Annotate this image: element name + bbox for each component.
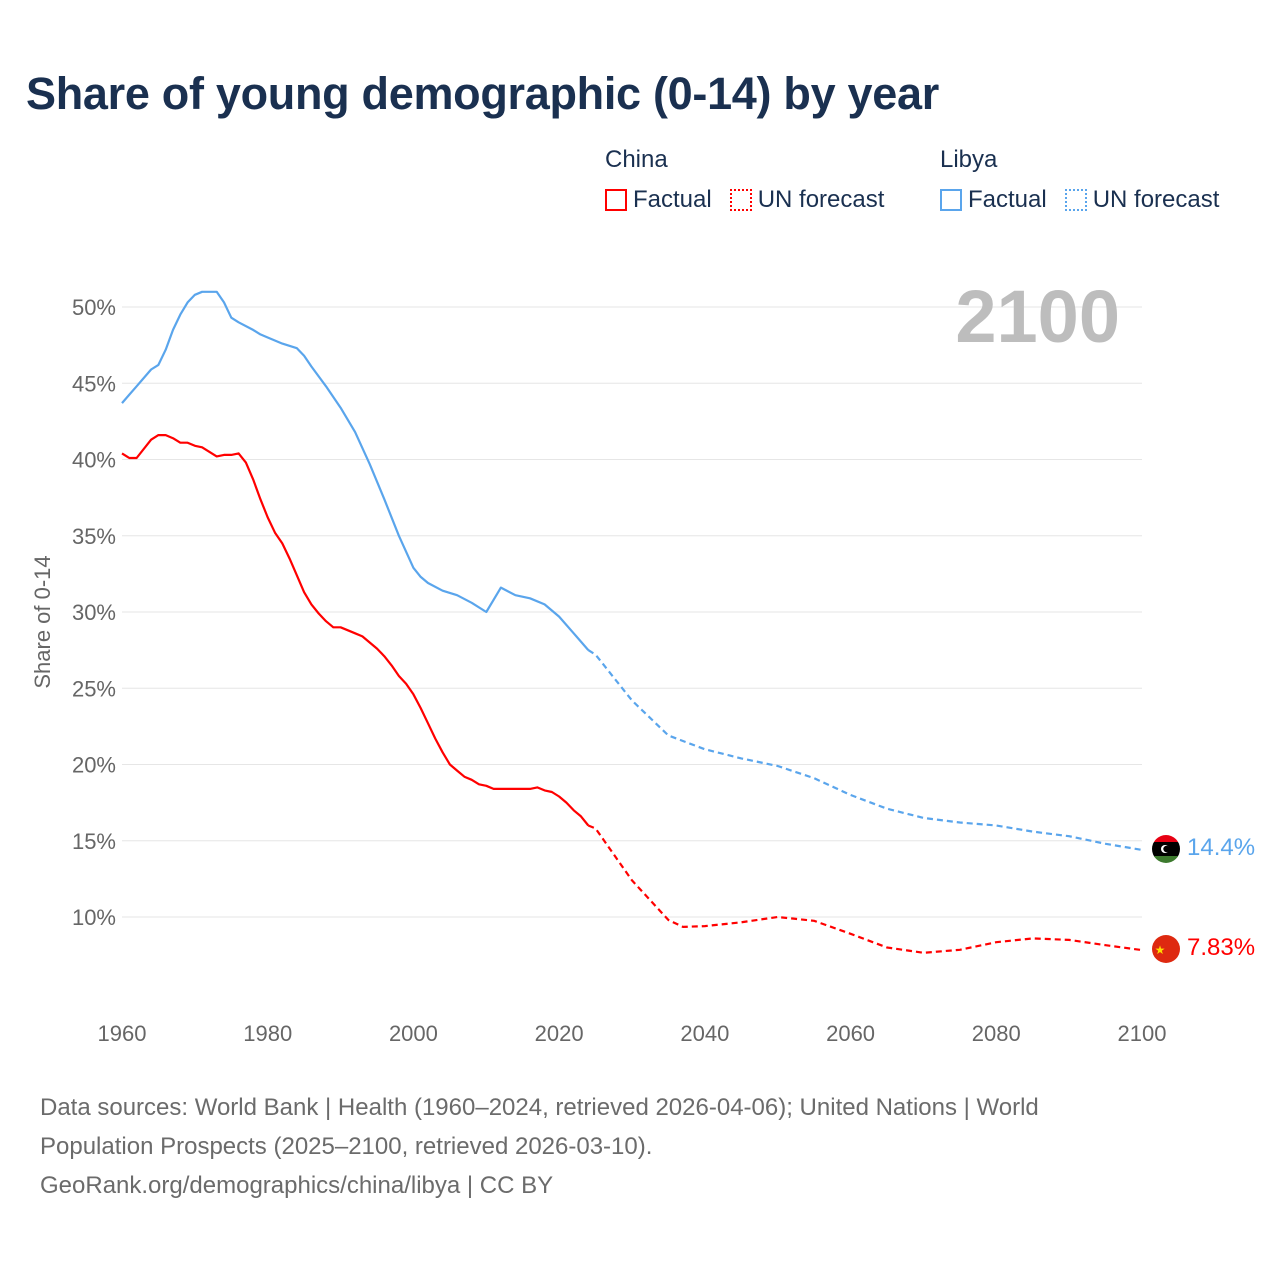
legend-libya-factual[interactable]: Factual (940, 186, 1047, 214)
solid-swatch-icon (940, 189, 962, 211)
x-tick-label: 1980 (243, 1021, 292, 1046)
x-tick-label: 2080 (972, 1021, 1021, 1046)
legend-china: China Factual UN forecast (605, 146, 884, 214)
legend-label: Factual (968, 186, 1047, 213)
x-tick-label: 2040 (680, 1021, 729, 1046)
legend-china-name: China (605, 146, 668, 173)
china-flag-icon: ★ (1152, 935, 1180, 963)
legend-libya-name: Libya (940, 146, 998, 173)
libya-end-label: 14.4% (1187, 834, 1255, 861)
china-forecast-line (587, 824, 1143, 954)
x-tick-label: 2000 (389, 1021, 438, 1046)
legend-libya: Libya Factual UN forecast (940, 146, 1219, 214)
legend-china-factual[interactable]: Factual (605, 186, 712, 214)
china-end-label: 7.83% (1187, 934, 1255, 961)
legend-label: UN forecast (757, 186, 885, 213)
footer-link[interactable]: GeoRank.org/demographics/china/libya | C… (40, 1172, 554, 1199)
dotted-swatch-icon (1064, 189, 1087, 211)
svg-text:★: ★ (1155, 943, 1166, 957)
solid-swatch-icon (605, 189, 627, 211)
china-factual-line (121, 434, 590, 827)
y-tick-label: 25% (72, 676, 116, 701)
y-tick-label: 40% (72, 448, 116, 473)
y-tick-label: 10% (72, 905, 116, 930)
y-tick-label: 30% (72, 600, 116, 625)
libya-flag-icon (1152, 835, 1180, 863)
x-tick-label: 2060 (826, 1021, 875, 1046)
chart-title: Share of young demographic (0-14) by yea… (26, 68, 939, 119)
x-tick-label: 2100 (1118, 1021, 1167, 1046)
footer-sources: Data sources: World Bank | Health (1960–… (40, 1094, 1039, 1121)
libya-forecast-line (587, 649, 1143, 851)
legend-label: Factual (633, 186, 712, 213)
y-tick-label: 15% (72, 829, 116, 854)
x-tick-label: 1960 (98, 1021, 147, 1046)
y-tick-label: 45% (72, 371, 116, 396)
y-axis-label: Share of 0-14 (30, 555, 55, 688)
y-tick-label: 35% (72, 524, 116, 549)
footer-sources-cont: Population Prospects (2025–2100, retriev… (40, 1133, 653, 1160)
year-label: 2100 (955, 275, 1120, 358)
y-tick-label: 50% (72, 295, 116, 320)
x-tick-label: 2020 (535, 1021, 584, 1046)
legend-label: UN forecast (1092, 186, 1220, 213)
y-tick-label: 20% (72, 753, 116, 778)
libya-factual-line (121, 290, 590, 651)
legend-china-forecast[interactable]: UN forecast (729, 186, 885, 214)
legend-libya-forecast[interactable]: UN forecast (1064, 186, 1220, 214)
dotted-swatch-icon (729, 189, 752, 211)
footer: Data sources: World Bank | Health (1960–… (40, 1088, 1190, 1205)
